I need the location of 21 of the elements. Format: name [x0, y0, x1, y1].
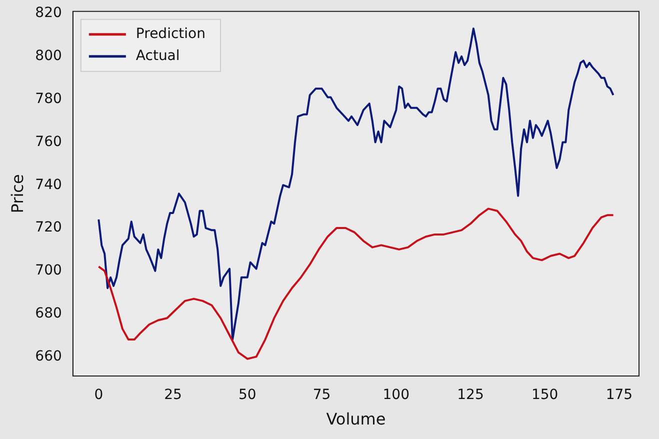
x-tick-label: 50 — [238, 387, 256, 404]
y-tick-label: 780 — [35, 90, 62, 107]
x-tick-label: 0 — [94, 387, 104, 404]
y-tick-label: 720 — [35, 220, 62, 236]
y-tick-label: 660 — [35, 348, 62, 364]
x-tick-label: 25 — [164, 387, 182, 404]
y-tick-label: 820 — [35, 5, 62, 22]
y-tick-label: 800 — [35, 48, 62, 64]
x-tick-label: 150 — [531, 387, 558, 404]
x-tick-label: 100 — [382, 387, 410, 404]
y-tick-label: 740 — [35, 176, 62, 193]
x-axis-title: Volume — [326, 410, 386, 429]
x-tick-label: 175 — [606, 387, 633, 404]
legend-label: Prediction — [136, 26, 206, 42]
y-tick-label: 760 — [35, 134, 62, 150]
y-tick-label: 680 — [35, 305, 62, 322]
x-tick-label: 125 — [457, 387, 484, 404]
y-tick-label: 700 — [35, 262, 62, 279]
legend-label: Actual — [136, 48, 180, 64]
x-tick-label: 75 — [312, 387, 331, 404]
y-axis-title: Price — [8, 174, 27, 214]
